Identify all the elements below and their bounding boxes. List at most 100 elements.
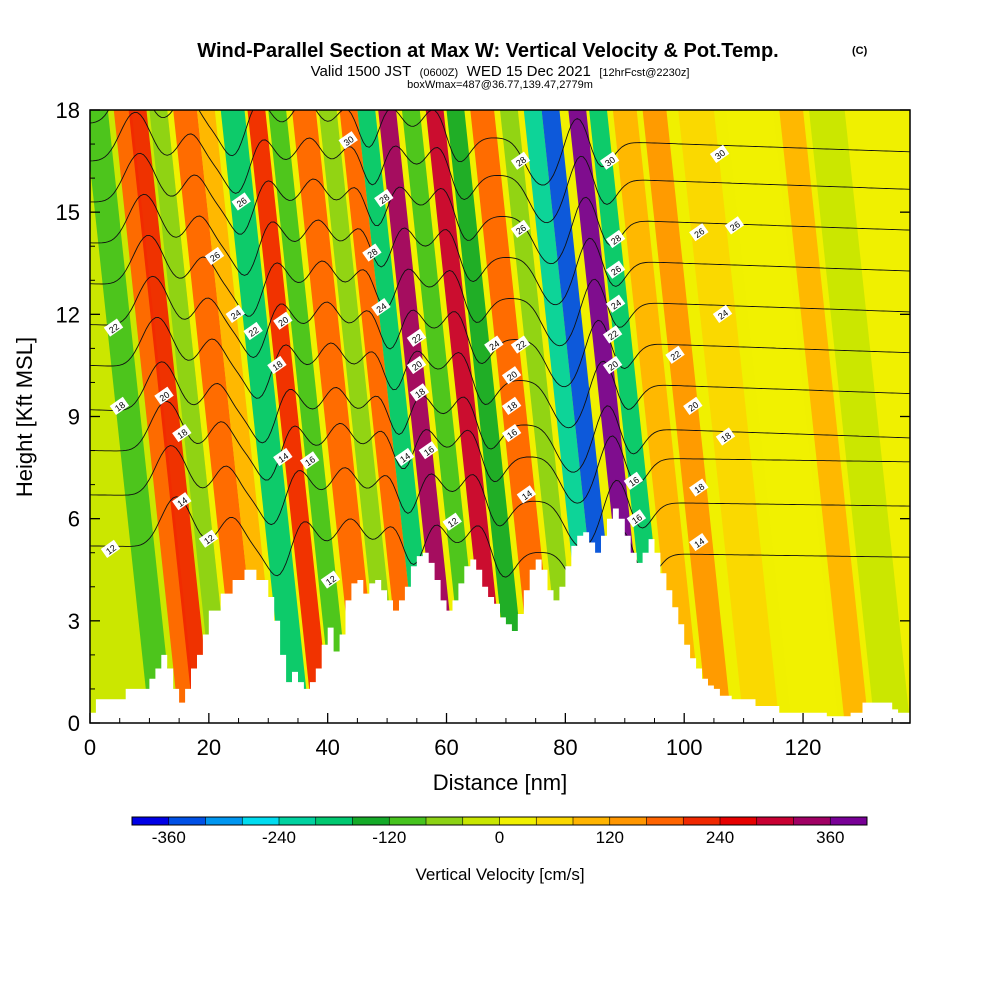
x-axis-title: Distance [nm]: [433, 770, 568, 795]
y-tick-label: 6: [68, 507, 80, 532]
colorbar-tick-label: 120: [596, 828, 624, 847]
contour-label-bg: [406, 355, 427, 375]
y-axis-title: Height [Kft MSL]: [12, 337, 37, 497]
contour-label: 18: [689, 478, 709, 497]
theta-contour-line: [90, 152, 910, 265]
contour-label: 16: [626, 509, 647, 528]
chart-title: Wind-Parallel Section at Max W: Vertical…: [197, 40, 778, 62]
contour-label: 26: [231, 192, 251, 211]
velocity-field: [90, 110, 910, 723]
contour-label: 26: [724, 216, 745, 235]
x-tick-label: 60: [434, 735, 458, 760]
contour-label-bg: [418, 441, 439, 460]
colorbar-swatch: [573, 817, 611, 825]
contour-label-text: 18: [505, 400, 519, 414]
colorbar-swatch: [499, 817, 537, 825]
contour-label-bg: [689, 223, 709, 242]
colorbar-tick-label: 240: [706, 828, 734, 847]
contour-label-bg: [198, 529, 219, 548]
colorbar-tick-label: 360: [816, 828, 844, 847]
velocity-band: [149, 110, 233, 723]
contour-label: 26: [605, 260, 626, 279]
chart-subtitle-boxwmax: boxWmax=487@36.77,139.47,2779m: [407, 79, 593, 91]
theta-contour-line: [90, 361, 910, 473]
y-tick-label: 12: [56, 302, 80, 327]
y-tick-label: 15: [56, 200, 80, 225]
contour-label-bg: [689, 532, 709, 552]
contour-label-text: 22: [107, 321, 121, 335]
contour-label: 26: [204, 246, 225, 266]
contour-label-text: 22: [514, 338, 528, 352]
contour-label-bg: [394, 447, 415, 467]
theta-contour-line: [90, 110, 910, 186]
contour-label: 28: [374, 188, 394, 208]
contour-label: 18: [715, 427, 736, 446]
contour-label: 20: [154, 386, 174, 405]
contour-label: 12: [442, 512, 462, 531]
contour-label-bg: [689, 478, 709, 497]
contour-label: 18: [109, 396, 130, 415]
contour-label-bg: [231, 192, 251, 211]
contour-label: 24: [225, 304, 246, 323]
contour-label-text: 18: [692, 481, 706, 495]
contour-label: 22: [510, 335, 531, 354]
x-tick-label: 80: [553, 735, 577, 760]
contour-label-text: 14: [276, 451, 290, 465]
contour-label-bg: [299, 451, 320, 470]
contour-label-bg: [406, 328, 427, 347]
contour-label-bg: [501, 396, 522, 415]
velocity-band: [808, 110, 910, 723]
theta-contour-line: [90, 193, 910, 306]
contour-label-text: 12: [324, 573, 338, 587]
contour-label-bg: [409, 383, 430, 402]
contour-label: 16: [418, 441, 439, 460]
colorbar-swatch: [830, 817, 868, 825]
colorbar: [131, 816, 868, 826]
contour-label-text: 14: [398, 451, 412, 465]
contour-label: 16: [299, 451, 320, 470]
contour-label-text: 18: [413, 386, 427, 400]
contour-label-text: 18: [719, 430, 733, 444]
contour-label-text: 16: [505, 427, 519, 441]
contour-label-bg: [267, 355, 287, 375]
contour-label-text: 22: [606, 328, 620, 342]
contour-label: 20: [683, 396, 703, 415]
contour-label-bg: [605, 229, 626, 249]
contour-label-bg: [243, 321, 263, 341]
contour-label: 24: [712, 304, 733, 323]
colorbar-swatch: [352, 817, 390, 825]
contour-label: 26: [689, 223, 709, 242]
x-tick-label: 120: [785, 735, 822, 760]
contour-label-text: 24: [716, 308, 730, 322]
velocity-band: [678, 110, 780, 723]
contour-label-text: 26: [514, 223, 528, 237]
contour-label-text: 22: [669, 349, 683, 363]
theta-contour-line: [90, 496, 910, 599]
contour-label-text: 14: [520, 488, 534, 502]
colorbar-swatch: [279, 817, 317, 825]
velocity-band: [90, 110, 174, 723]
contour-label-text: 12: [104, 543, 118, 557]
y-axis: 0 3 6 9 12 15 18: [56, 98, 910, 736]
contour-label: 18: [172, 423, 192, 443]
contour-label-bg: [225, 304, 246, 323]
x-axis: 0 20 40 60 80 100 120: [84, 713, 893, 760]
chart-subtitle: Valid 1500 JST (0600Z) WED 15 Dec 2021 […: [311, 63, 690, 80]
contour-label-text: 12: [202, 533, 216, 547]
velocity-band: [247, 110, 331, 723]
contour-label-bg: [501, 423, 522, 443]
colorbar-swatch: [242, 817, 280, 825]
contour-label-bg: [501, 366, 522, 385]
contour-label-bg: [273, 447, 293, 467]
contour-label: 30: [338, 131, 358, 150]
colorbar-swatch: [315, 817, 353, 825]
contour-label-text: 22: [410, 332, 424, 346]
contour-label-bg: [103, 318, 124, 337]
velocity-band: [425, 110, 509, 723]
contour-labels: 12 18 22 20 18 14 12 26 26 24 22 20 18 14 16 12 30 28 28 24…: [100, 131, 745, 589]
contour-label-text: 26: [208, 250, 222, 264]
colorbar-tick-label: -360: [152, 828, 186, 847]
contour-label: 30: [709, 144, 730, 163]
colorbar-swatch: [683, 817, 721, 825]
contour-label: 28: [510, 151, 531, 170]
